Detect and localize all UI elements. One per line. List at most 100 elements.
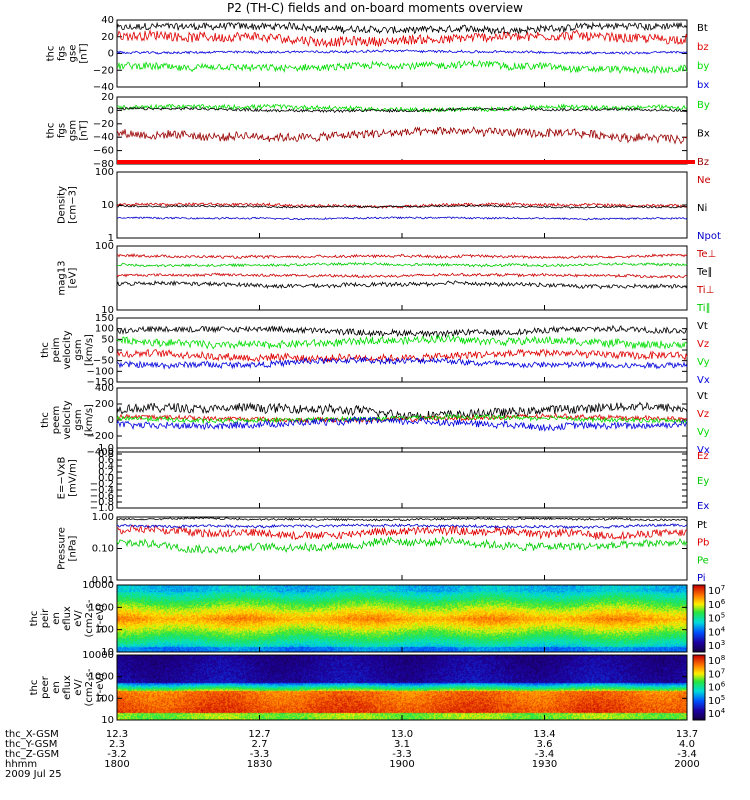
panel-fgs_gsm: 20 0 −20 −40 −60 −80 thc fgs gsm [nT] By Bx Bz (46, 92, 710, 170)
time-axis-value: -3.3 (392, 749, 412, 760)
series-line-Bz (116, 126, 688, 145)
legend-entry: Bz (697, 157, 709, 168)
legend-entry: Ti⊥ (696, 285, 714, 296)
legend-entry: Bx (697, 129, 710, 140)
y-tick-label: 10 (101, 305, 114, 316)
colorbar-label: 106 (708, 681, 726, 694)
y-tick-label: −0.4 (90, 485, 114, 496)
series-line-Pb (116, 524, 688, 541)
series-line-Bt (116, 21, 688, 35)
y-axis-label: thc (40, 342, 51, 358)
y-axis-label: [cm−3] (68, 186, 79, 224)
series-line-Ti∥ (116, 261, 688, 268)
y-axis-label: en (51, 681, 62, 694)
series-line-Vz (116, 412, 688, 424)
y-tick-label: 400 (95, 383, 114, 394)
series-line-Vt (116, 324, 688, 339)
series-line-bz (116, 28, 688, 48)
y-axis-label: eV/ (73, 610, 84, 627)
time-axis-value: -3.3 (250, 749, 270, 760)
y-tick-label: 50 (101, 334, 114, 345)
y-axis-label: thc (46, 123, 57, 139)
y-tick-label: 0.2 (98, 467, 114, 478)
time-axis-value: 1900 (389, 759, 414, 770)
legend-entry: Bt (697, 23, 708, 34)
y-tick-label: 0.0 (98, 473, 114, 484)
legend-entry: Te⊥ (696, 249, 716, 260)
y-tick-label: 40 (101, 15, 114, 26)
legend-entry: by (697, 61, 709, 72)
colorbar-frame (692, 654, 706, 721)
time-axis-value: 2.3 (109, 739, 125, 750)
y-tick-label: 10 (101, 715, 114, 726)
y-axis-label: peim (51, 337, 62, 362)
y-tick-label: 10 (101, 647, 114, 658)
colorbar-label: 107 (708, 584, 725, 597)
colorbar-image (693, 585, 705, 652)
colorbar-label: 104 (708, 625, 726, 638)
y-axis-label: en (51, 612, 62, 625)
panel-peem_velocity: 400 200 0 −200 −400 thc peem velocity gsm [km/s] V… (40, 383, 710, 458)
y-tick-label: −0.2 (90, 479, 114, 490)
colorbar-label: 106 (708, 598, 726, 611)
legend-entry: Vt (697, 321, 708, 332)
legend-entry: Ti∥ (696, 303, 711, 314)
panel-frame (116, 447, 688, 509)
y-axis-label: eflux (62, 675, 73, 700)
time-axis-value: 3.6 (537, 739, 553, 750)
panel-fgs_gse: 40 20 0 −20 −40 thc fgs gse [nT] Bt bz by bx (46, 15, 710, 93)
spectrogram-image (117, 655, 687, 720)
y-axis-label: sr-eV) (95, 604, 106, 633)
y-axis-label: Density (57, 186, 68, 224)
y-axis-label: [km/s] (84, 404, 95, 436)
y-tick-label: 10000 (82, 650, 114, 661)
series-line-Pi (116, 523, 688, 530)
y-axis-label: thc (29, 611, 40, 627)
y-axis-label: fgs (57, 46, 68, 61)
time-axis-value: 3.1 (394, 739, 410, 750)
y-axis-label: [nPa] (68, 535, 79, 561)
legend-entry: Ex (697, 501, 709, 512)
y-axis-label: thc (46, 46, 57, 62)
legend-entry: Vy (697, 357, 710, 368)
legend-entry: Vy (697, 427, 710, 438)
time-axis-value: 12.3 (106, 729, 128, 740)
y-axis-label: velocity (62, 400, 73, 439)
y-tick-label: 1.00 (92, 512, 114, 523)
y-tick-label: −60 (93, 146, 114, 157)
y-tick-label: −100 (87, 366, 114, 377)
time-axis-value: 13.0 (391, 729, 413, 740)
y-tick-label: −200 (87, 431, 114, 442)
y-tick-label: 1000 (89, 672, 114, 683)
y-axis-label: [eV] (68, 268, 79, 289)
y-axis-label: gse (68, 45, 79, 63)
series-line-Pt (116, 516, 688, 522)
series-line-Ni (116, 204, 688, 209)
time-axis-value: -3.2 (107, 749, 127, 760)
y-tick-label: 20 (101, 92, 114, 103)
y-tick-label: 10 (101, 200, 114, 211)
colorbar-image (693, 655, 705, 720)
series-line-by (116, 59, 688, 75)
y-axis-label: (cm2-s- (84, 668, 95, 706)
y-tick-label: 100 (95, 324, 114, 335)
y-tick-label: −20 (93, 119, 114, 130)
date-label: 2009 Jul 25 (5, 769, 62, 780)
legend-entry: Pe (697, 555, 709, 566)
panel-frame (116, 19, 688, 88)
y-axis-label: peir (40, 608, 51, 628)
time-axis-row-label: thc_Y-GSM (5, 739, 57, 750)
legend-entry: Vx (697, 445, 710, 456)
y-axis-label: Pressure (57, 527, 68, 570)
series-line-Pe (116, 535, 688, 554)
series-line-Vx (116, 356, 688, 370)
time-axis-row-label: hhmm (5, 759, 37, 770)
panel-frame (116, 245, 688, 311)
y-tick-label: −0.6 (90, 491, 114, 502)
legend-entry: Ez (697, 451, 709, 462)
time-axis-value: 1800 (104, 759, 129, 770)
y-axis-label: [nT] (79, 120, 90, 140)
series-line-Bx (116, 106, 688, 114)
